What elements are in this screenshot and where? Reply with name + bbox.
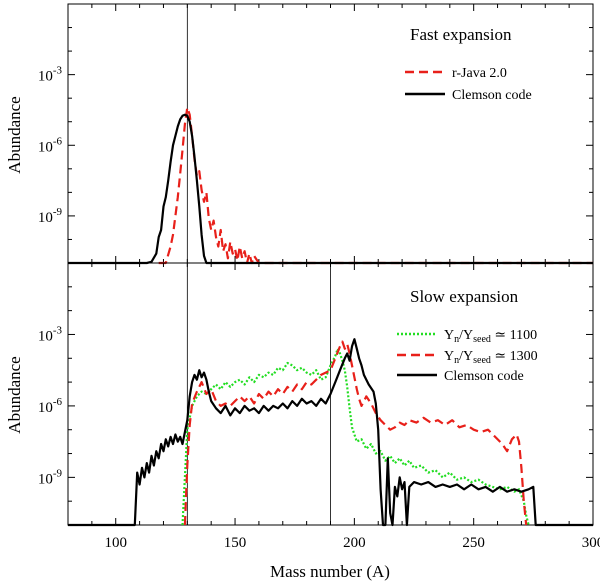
series-line	[158, 106, 593, 265]
bottom-y-tick-label: 10-3	[38, 324, 63, 344]
bottom-legend-label-1300: Yn/Yseed ≃ 1300	[444, 349, 538, 366]
top-series-lines	[68, 106, 593, 265]
series-line	[68, 338, 593, 527]
top-panel-title: Fast expansion	[410, 25, 512, 44]
top-legend: r-Java 2.0 Clemson code	[405, 66, 532, 103]
series-line	[183, 340, 528, 526]
bottom-panel: Abundance 10-3 10-6 10-9 100 150 200 250 300…	[5, 262, 600, 581]
x-tick-label: 200	[343, 535, 366, 551]
x-tick-label: 250	[462, 535, 485, 551]
top-y-tick-label: 10-3	[38, 65, 63, 85]
top-axis-ticks	[67, 3, 594, 264]
top-legend-label-clemson: Clemson code	[452, 88, 532, 103]
top-y-axis-title: Abundance	[5, 96, 24, 173]
x-tick-label: 300	[582, 535, 600, 551]
bottom-y-tick-label: 10-9	[38, 467, 63, 487]
x-axis-title: Mass number (A)	[270, 562, 390, 581]
series-line	[68, 113, 593, 265]
series-line	[181, 347, 530, 526]
bottom-series-lines	[68, 338, 593, 527]
x-tick-label: 100	[104, 535, 127, 551]
top-panel-frame	[67, 3, 594, 264]
top-panel: Abundance 10-3 10-6 10-9 Fast expansion …	[5, 3, 594, 265]
bottom-legend-label-1100: Yn/Yseed ≃ 1100	[444, 328, 537, 345]
bottom-y-tick-label: 10-6	[38, 396, 63, 416]
bottom-legend: Yn/Yseed ≃ 1100 Yn/Yseed ≃ 1300 Clemson …	[397, 328, 538, 384]
bottom-y-axis-title: Abundance	[5, 356, 24, 433]
top-legend-label-rjava: r-Java 2.0	[452, 66, 507, 81]
x-tick-labels: 100 150 200 250 300	[104, 535, 600, 551]
top-y-tick-label: 10-6	[38, 135, 63, 155]
top-y-tick-label: 10-9	[38, 206, 63, 226]
bottom-panel-title: Slow expansion	[410, 287, 519, 306]
bottom-legend-label-clemson: Clemson code	[444, 369, 524, 384]
x-tick-label: 150	[224, 535, 247, 551]
